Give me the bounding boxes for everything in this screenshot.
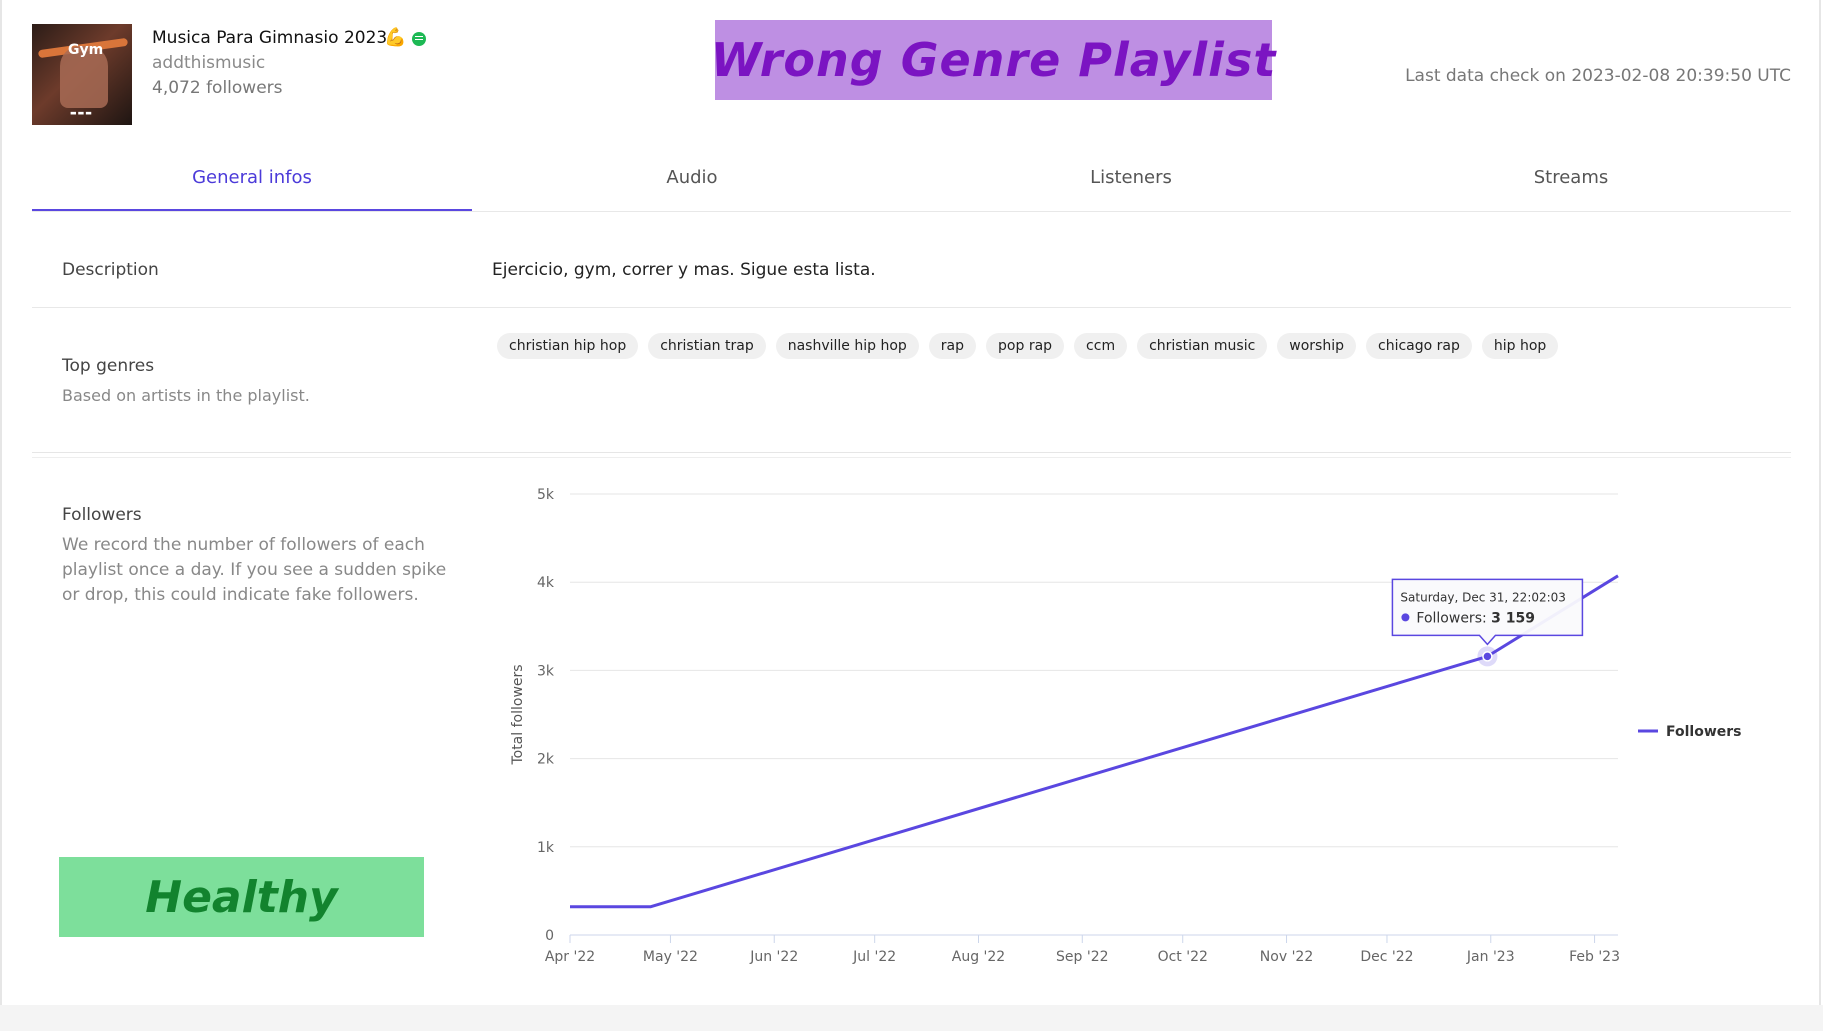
followers-section-description: We record the number of followers of eac… [62, 535, 447, 605]
playlist-followers-count: 4,072 followers [152, 78, 283, 98]
y-tick-label: 5k [537, 487, 555, 503]
genre-chip[interactable]: chicago rap [1366, 333, 1472, 359]
cover-tag: ▬▬▬ [70, 109, 93, 117]
genre-chip[interactable]: christian hip hop [497, 333, 639, 359]
wrong-genre-banner: Wrong Genre Playlist [711, 20, 1275, 100]
x-tick-label: Aug '22 [952, 949, 1005, 965]
x-tick-label: Apr '22 [545, 949, 595, 965]
y-axis-title: Total followers [510, 664, 526, 765]
followers-chart[interactable]: 0 1k 2k 3k 4k 5k Apr '22 May '22 Jun '22 Jul '22 A… [500, 470, 1760, 980]
genre-chip[interactable]: christian music [1137, 333, 1268, 359]
wrong-genre-banner-text: Wrong Genre Playlist [710, 33, 1277, 87]
tooltip-series-marker [1401, 613, 1410, 622]
x-tick-label: Jan '23 [1466, 949, 1515, 965]
playlist-title: Musica Para Gimnasio 2023 [152, 28, 388, 48]
tab-general-infos[interactable]: General infos [192, 167, 312, 188]
cover-text: Gym [68, 42, 104, 58]
top-genres-subtitle: Based on artists in the playlist. [62, 386, 310, 405]
playlist-owner-link[interactable]: addthismusic [152, 53, 266, 73]
x-tick-label: May '22 [643, 949, 698, 965]
section-divider [32, 452, 1791, 458]
y-tick-label: 3k [537, 663, 555, 679]
tab-streams[interactable]: Streams [1533, 167, 1609, 188]
spotify-icon[interactable] [412, 32, 426, 46]
top-genres-label: Top genres [62, 356, 155, 376]
tooltip-date: Saturday, Dec 31, 22:02:03 [1400, 590, 1566, 604]
y-tick-label: 4k [537, 575, 555, 591]
tooltip-box [1391, 578, 1584, 646]
y-tick-label: 0 [545, 928, 554, 944]
x-tick-label: Feb '23 [1569, 949, 1620, 965]
x-tick-label: Nov '22 [1260, 949, 1313, 965]
muscle-emoji-icon: 💪 [384, 27, 407, 48]
healthy-banner-text: Healthy [145, 871, 338, 923]
y-tick-label: 2k [537, 752, 555, 768]
cover-athlete [60, 46, 108, 108]
page-border-left [0, 0, 2, 1005]
x-tick-label: Jun '22 [749, 949, 798, 965]
legend-item-followers[interactable]: Followers [1666, 724, 1742, 740]
tab-listeners[interactable]: Listeners [1090, 167, 1172, 188]
genre-chip[interactable]: pop rap [986, 333, 1065, 359]
genre-chip[interactable]: hip hop [1481, 333, 1559, 359]
x-tick-label: Dec '22 [1360, 949, 1413, 965]
x-tick-label: Sep '22 [1056, 949, 1109, 965]
last-data-check: Last data check on 2023-02-08 20:39:50 U… [1405, 66, 1791, 86]
x-tick-label: Oct '22 [1158, 949, 1208, 965]
tab-audio[interactable]: Audio [666, 167, 718, 188]
genre-chip-list: christian hip hop christian trap nashvil… [497, 333, 1559, 359]
followers-section-label: Followers [62, 505, 142, 525]
genre-chip[interactable]: ccm [1074, 333, 1128, 359]
page-border-right [1819, 0, 1821, 1005]
healthy-banner: Healthy [59, 857, 424, 937]
tooltip-value: Followers: 3 159 [1416, 610, 1535, 626]
description-text: Ejercicio, gym, correr y mas. Sigue esta… [492, 260, 876, 280]
section-divider [32, 307, 1791, 308]
tabs-divider [32, 211, 1791, 212]
hover-point [1482, 651, 1493, 662]
page-footer-band [0, 1005, 1823, 1031]
genre-chip[interactable]: rap [928, 333, 977, 359]
genre-chip[interactable]: nashville hip hop [775, 333, 919, 359]
genre-chip[interactable]: christian trap [648, 333, 766, 359]
y-tick-label: 1k [537, 840, 555, 856]
description-label: Description [62, 260, 159, 280]
active-tab-indicator [32, 209, 472, 211]
x-tick-label: Jul '22 [852, 949, 896, 965]
playlist-cover-image: Gym ▬▬▬ [32, 24, 132, 125]
genre-chip[interactable]: worship [1277, 333, 1356, 359]
